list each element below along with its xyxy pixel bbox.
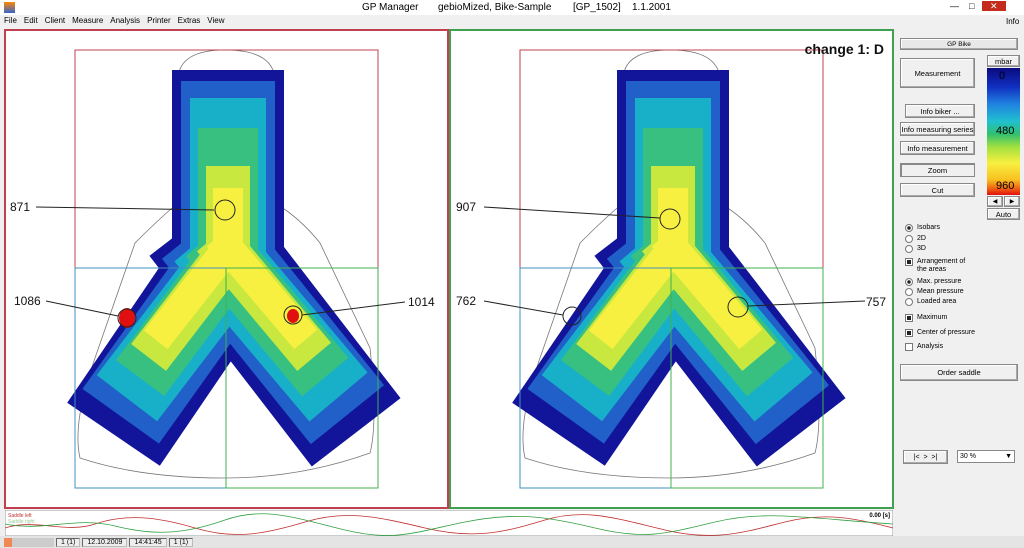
timeline: Saddle left Saddle right 0.00 [s] <box>5 510 893 536</box>
change-heading: change 1: D <box>805 41 884 57</box>
timeline-right: Saddle right <box>8 519 35 525</box>
pressure-label: 762 <box>456 294 476 308</box>
pressure-label: 871 <box>10 200 30 214</box>
status-field: 14:41:45 <box>129 537 167 547</box>
menu-bar: File Edit Client Measure Analysis Printer Extr… <box>4 16 1020 28</box>
color-scale <box>987 68 1020 195</box>
status-field: 1 (1) <box>168 537 194 547</box>
document-date: 1.1.2001 <box>632 2 671 13</box>
timeline-time: 0.00 [s] <box>869 513 890 519</box>
radio-button[interactable] <box>905 298 913 306</box>
app-icon <box>4 2 15 13</box>
zoom-button[interactable]: Zoom <box>900 163 975 177</box>
menu-info[interactable]: Info <box>1006 17 1020 26</box>
option-label: 2D <box>917 234 926 242</box>
leaders <box>35 199 866 328</box>
pressure-option[interactable]: Loaded area <box>905 298 956 306</box>
checkbox[interactable] <box>905 343 913 351</box>
side-panel: GP Bike Measurement Info biker ... Info … <box>895 28 1024 536</box>
zoom-dropdown[interactable]: 30 % ▼ <box>957 450 1015 463</box>
display-option[interactable]: Center of pressure <box>905 328 975 337</box>
pressure-views: 871 1086 1014 907 762 757 change 1: D <box>4 28 894 510</box>
document-code: [GP_1502] <box>573 2 621 13</box>
pressure-label: 1086 <box>14 294 41 308</box>
document-name: gebioMized, Bike-Sample <box>438 2 552 13</box>
menu-item[interactable]: Analysis <box>110 16 141 25</box>
info-button[interactable]: Info measuring series <box>900 122 975 136</box>
pressure-label: 1014 <box>408 295 435 309</box>
radio-button[interactable] <box>905 224 913 232</box>
menu-item[interactable]: Edit <box>23 16 38 25</box>
scale-label: 0 <box>999 70 1006 82</box>
option-label: 3D <box>917 245 926 252</box>
timeline-left: Saddle left <box>8 513 32 519</box>
measurement-button[interactable]: Measurement <box>900 58 975 88</box>
option-label: Isobars <box>917 224 940 231</box>
app-name: GP Manager <box>362 2 419 13</box>
order-saddle-button[interactable]: Order saddle <box>900 364 1018 381</box>
window-controls[interactable]: — □ ✕ <box>950 1 1006 12</box>
checkbox[interactable] <box>905 328 913 337</box>
peak-blob <box>287 309 299 323</box>
menu-item[interactable]: Measure <box>72 16 104 25</box>
pressure-option[interactable]: Mean pressure <box>905 288 964 296</box>
info-button[interactable]: Info measurement <box>900 141 975 155</box>
option-label: Maximum <box>917 314 948 321</box>
display-option[interactable]: Maximum <box>905 314 947 322</box>
status-field: 12.10.2009 <box>82 537 128 547</box>
radio-button[interactable] <box>905 278 913 286</box>
status-bar: 1 (1) 12.10.2009 14:41:45 1 (1) <box>0 536 1024 548</box>
info-button[interactable]: Info biker ... <box>905 104 975 118</box>
title-bar: GP Manager gebioMized, Bike-Sample [GP_1… <box>0 0 1024 15</box>
checkbox[interactable] <box>905 314 913 322</box>
option-label: Center of pressure <box>917 328 975 336</box>
menu-item[interactable]: Client <box>44 16 66 25</box>
menu-item[interactable]: File <box>4 16 17 25</box>
status-field: 1 (1) <box>56 537 81 547</box>
menu-item[interactable]: Extras <box>177 16 201 25</box>
zoom-value: 30 % <box>960 453 976 460</box>
status-icons[interactable] <box>4 537 54 547</box>
cut-button[interactable]: Cut <box>900 183 975 197</box>
scale-left[interactable]: ◀ <box>987 196 1003 207</box>
radio-button[interactable] <box>905 234 913 243</box>
record-navigator[interactable]: |< > >| <box>903 450 948 464</box>
menu-item[interactable]: View <box>207 16 225 25</box>
auto-button[interactable]: Auto <box>987 208 1020 220</box>
radio-button[interactable] <box>905 288 913 296</box>
pressure-label: 757 <box>866 295 886 309</box>
option-label: Analysis <box>917 343 944 350</box>
panel-header: GP Bike <box>900 38 1018 50</box>
checkbox[interactable] <box>905 258 913 266</box>
scale-label: 960 <box>996 180 1015 192</box>
option-label: Max. pressure <box>917 278 962 285</box>
display-option[interactable]: Analysis <box>905 343 943 351</box>
view-option[interactable]: Isobars <box>905 224 940 232</box>
scale-label: 480 <box>996 125 1015 137</box>
radio-button[interactable] <box>905 245 913 253</box>
view-option[interactable]: 3D <box>905 245 926 253</box>
view-option[interactable]: 2D <box>905 234 926 243</box>
option-label: Mean pressure <box>917 288 964 295</box>
scale-unit: mbar <box>987 55 1020 67</box>
option-label: Loaded area <box>917 298 957 305</box>
pressure-option[interactable]: Max. pressure <box>905 278 961 286</box>
peak-blob <box>119 308 135 328</box>
pressure-label: 907 <box>456 200 476 214</box>
arrangement-option[interactable]: Arrangement of the areas <box>905 258 967 274</box>
menu-item[interactable]: Printer <box>147 16 171 25</box>
scale-right[interactable]: ▶ <box>1004 196 1020 207</box>
option-label: Arrangement of the areas <box>917 258 966 273</box>
